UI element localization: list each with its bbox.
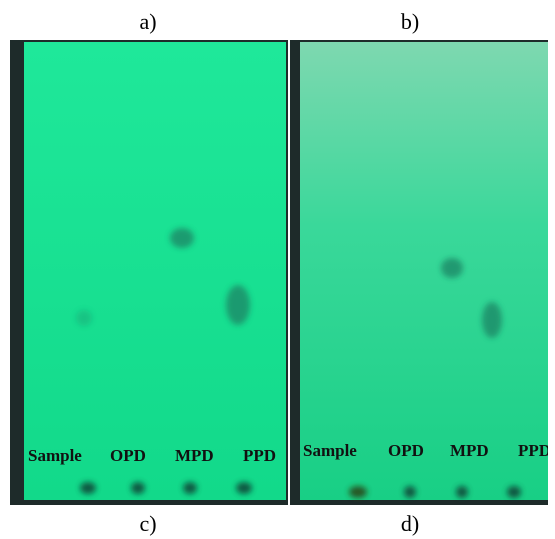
panel-label: a)	[139, 9, 156, 34]
tlc-plate: Sample OPD MPD PPD	[290, 40, 551, 505]
lane-label: Sample	[28, 446, 82, 465]
panel-label: d)	[401, 511, 419, 536]
lane-label: MPD	[450, 441, 489, 460]
lane-label: PPD	[243, 446, 276, 465]
lane-label: OPD	[110, 446, 146, 465]
panel-label: b)	[401, 9, 419, 34]
tlc-plate: Sample OPD MPD PPD	[10, 40, 288, 505]
lane-label: MPD	[175, 446, 214, 465]
panel-label: c)	[139, 511, 156, 536]
lane-label: OPD	[388, 441, 424, 460]
lane-label: PPD	[518, 441, 551, 460]
lane-label: Sample	[303, 441, 357, 460]
